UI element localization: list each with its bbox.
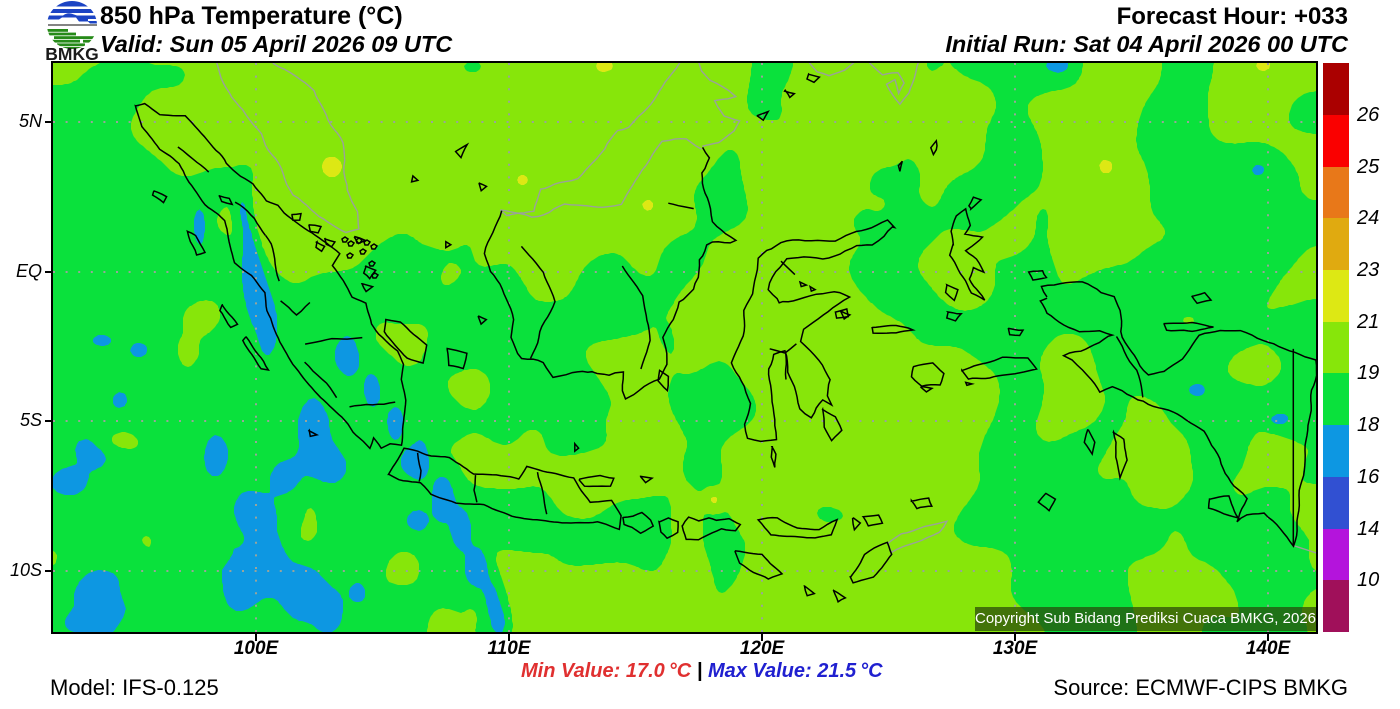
svg-text:BMKG: BMKG xyxy=(45,44,98,64)
